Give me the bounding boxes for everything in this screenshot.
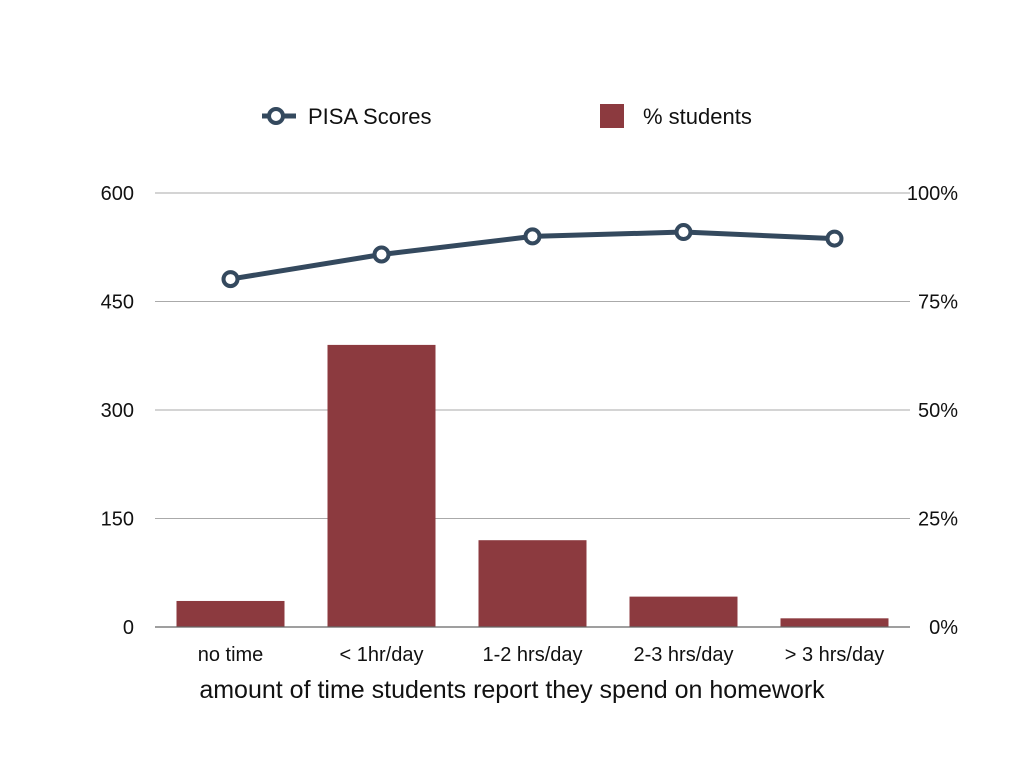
y-left-tick-label: 300	[101, 400, 134, 422]
bar	[780, 618, 889, 627]
y-right-tick-label: 0%	[929, 617, 958, 639]
y-right-tick-label: 50%	[918, 400, 958, 422]
x-tick-label: no time	[198, 644, 264, 666]
legend-marker-icon	[267, 107, 285, 125]
grid-layer	[155, 192, 910, 519]
y-left-tick-label: 0	[123, 617, 134, 639]
bar	[629, 596, 738, 627]
x-tick-label: 1-2 hrs/day	[482, 644, 582, 666]
line-point	[674, 223, 693, 242]
y-right-tick-label: 75%	[918, 292, 958, 314]
y-left-tick-label: 600	[101, 183, 134, 205]
bar	[478, 540, 587, 627]
axis-layer: 0 150 300 450 600 0% 25% 50% 75% 100% no time < 1hr…	[101, 183, 959, 666]
legend: PISA Scores % students	[262, 104, 752, 129]
y-left-tick-label: 450	[101, 292, 134, 314]
bar	[327, 344, 436, 627]
x-axis-title: amount of time students report they spen…	[199, 676, 825, 704]
legend-label-bar: % students	[643, 104, 752, 129]
y-right-tick-label: 100%	[907, 183, 958, 205]
x-tick-label: > 3 hrs/day	[785, 644, 885, 666]
y-right-tick-label: 25%	[918, 509, 958, 531]
line-point	[372, 245, 391, 264]
legend-bar-swatch	[600, 104, 624, 128]
legend-item-bar: % students	[600, 104, 752, 129]
line-point	[523, 227, 542, 246]
bar	[176, 600, 285, 627]
legend-item-line: PISA Scores	[262, 104, 432, 129]
line-layer	[221, 223, 844, 289]
legend-label-line: PISA Scores	[308, 104, 432, 129]
line-point	[221, 270, 240, 289]
line-point	[825, 229, 844, 248]
x-tick-label: < 1hr/day	[340, 644, 424, 666]
bar-layer	[176, 344, 889, 627]
x-tick-label: 2-3 hrs/day	[633, 644, 733, 666]
y-left-tick-label: 150	[101, 509, 134, 531]
